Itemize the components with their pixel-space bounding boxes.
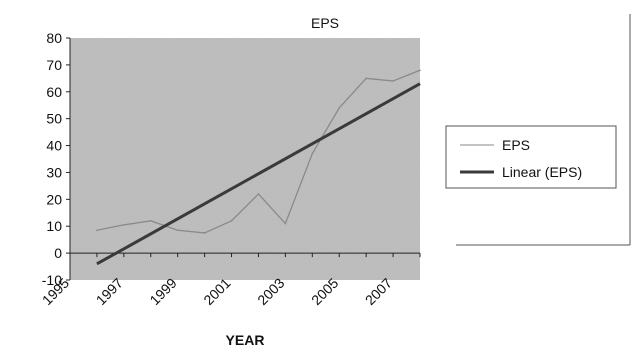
- eps-data-point: [311, 152, 314, 155]
- legend: EPS Linear (EPS): [445, 125, 617, 189]
- legend-label-linear: Linear (EPS): [502, 164, 582, 180]
- chart-title: EPS: [311, 15, 339, 31]
- legend-label-eps: EPS: [502, 137, 530, 153]
- y-tick-label: 70: [46, 57, 62, 73]
- eps-data-point: [230, 220, 233, 222]
- y-tick-label: 30: [46, 164, 62, 180]
- x-axis-label: YEAR: [226, 332, 265, 348]
- eps-data-point: [392, 80, 394, 82]
- y-tick-label: 60: [46, 84, 62, 100]
- series-linear-eps-trendline: [96, 82, 421, 266]
- eps-data-point: [176, 229, 179, 232]
- y-tick-label: -10: [42, 272, 62, 288]
- eps-data-point: [257, 193, 260, 195]
- y-tick-label: 40: [46, 138, 62, 154]
- y-tick-label: 10: [46, 218, 62, 234]
- eps-data-point: [123, 224, 125, 226]
- y-tick-label: 0: [54, 245, 62, 261]
- eps-data-point: [338, 107, 341, 109]
- eps-data-point: [419, 69, 421, 72]
- eps-data-point: [96, 229, 98, 232]
- legend-box: [445, 125, 617, 189]
- y-tick-label: 80: [46, 30, 62, 46]
- eps-data-point: [365, 77, 367, 80]
- eps-data-point: [284, 222, 287, 225]
- eps-data-point: [149, 220, 152, 222]
- y-tick-label: 20: [46, 191, 62, 207]
- y-tick-label: 50: [46, 111, 62, 127]
- eps-data-point: [203, 232, 206, 234]
